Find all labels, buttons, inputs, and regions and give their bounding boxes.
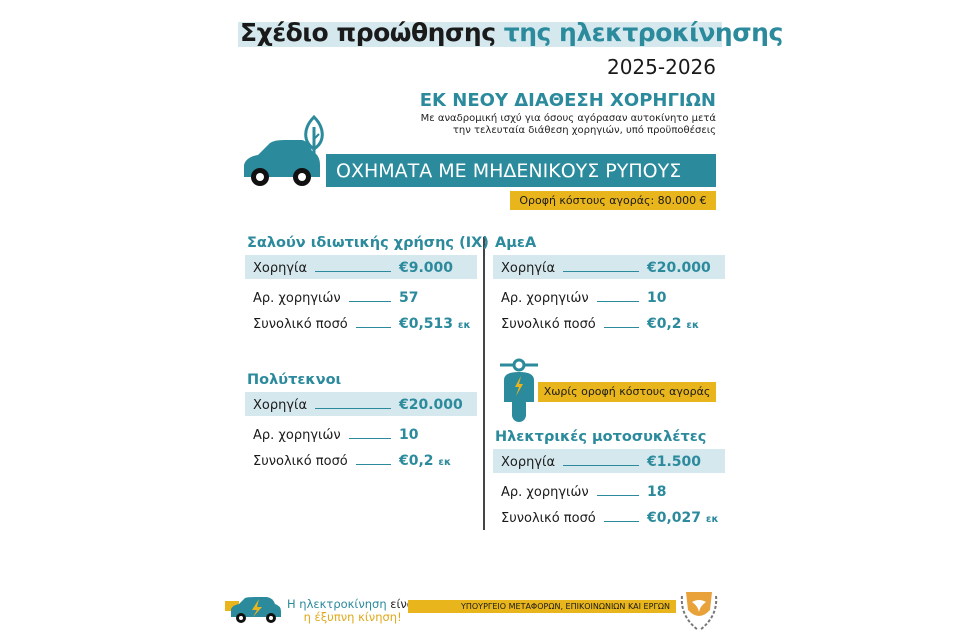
leader-line [603, 521, 639, 522]
row-value: €0,2 εκ [399, 453, 477, 469]
title-highlight [238, 22, 722, 47]
row-value: €0,513 εκ [399, 316, 477, 332]
cyprus-emblem-icon [680, 592, 718, 631]
subtitle-line: την τελευταία διάθεση χορηγιών, υπό προϋ… [452, 125, 716, 136]
leader-line [355, 464, 391, 465]
row-value: €20.000 [647, 260, 711, 276]
leader-line [348, 438, 391, 439]
grant-row: Χορηγία €9.000 [245, 255, 477, 279]
count-row: Αρ. χορηγιών 18 [493, 477, 725, 503]
leader-line [355, 327, 391, 328]
row-label: Χορηγία [253, 261, 308, 276]
row-label: Αρ. χορηγιών [501, 485, 589, 500]
total-row: Συνολικό ποσό €0,2 εκ [245, 446, 477, 472]
no-price-cap-badge: Χωρίς οροφή κόστους αγοράς [538, 382, 716, 402]
group-title: Πολύτεκνοι [247, 372, 342, 388]
slogan-teal: Η ηλεκτροκίνηση [287, 597, 387, 611]
row-label: Συνολικό ποσό [253, 317, 348, 332]
title-black: Σχέδιο προώθησης [240, 18, 496, 47]
leader-line [563, 465, 639, 466]
page-title: Σχέδιο προώθησης της ηλεκτροκίνησης [240, 18, 783, 47]
electric-scooter-icon [500, 358, 538, 422]
zero-emission-banner: ΟΧΗΜΑΤΑ ΜΕ ΜΗΔΕΝΙΚΟΥΣ ΡΥΠΟΥΣ [326, 154, 716, 187]
row-label: Συνολικό ποσό [501, 317, 596, 332]
row-value: €0,027 εκ [647, 510, 725, 526]
row-label: Συνολικό ποσό [501, 511, 596, 526]
ministry-bar: ΥΠΟΥΡΓΕΙΟ ΜΕΤΑΦΟΡΩΝ, ΕΠΙΚΟΙΝΩΝΙΩΝ ΚΑΙ ΕΡ… [408, 600, 676, 613]
years: 2025-2026 [606, 55, 716, 79]
electric-car-logo-icon [225, 597, 281, 623]
leader-line [315, 271, 391, 272]
unit: εκ [457, 320, 471, 331]
subtitle-line: Με αναδρομική ισχύ για όσους αγόρασαν αυ… [420, 113, 716, 124]
row-value: €0,2 εκ [647, 316, 725, 332]
unit: εκ [686, 320, 700, 331]
count-row: Αρ. χορηγιών 10 [493, 283, 725, 309]
group-saloon: Σαλούν ιδιωτικής χρήσης (ΙΧ) Χορηγία €9.0… [245, 235, 489, 335]
group-large-families: Πολύτεκνοι Χορηγία €20.000 Αρ. χορηγιών 10… [245, 372, 477, 472]
total-row: Συνολικό ποσό €0,2 εκ [493, 309, 725, 335]
total-amount: €0,2 [399, 453, 434, 469]
grant-row: Χορηγία €20.000 [493, 255, 725, 279]
grant-row: Χορηγία €20.000 [245, 392, 477, 416]
row-value: 18 [647, 484, 667, 500]
row-value: €1.500 [647, 454, 702, 470]
row-value: 10 [647, 290, 667, 306]
title-teal: της ηλεκτροκίνησης [503, 18, 784, 47]
kicker: ΕΚ ΝΕΟΥ ΔΙΑΘΕΣΗ ΧΟΡΗΓΙΩΝ [419, 90, 716, 111]
group-title: ΑμεΑ [495, 235, 537, 251]
leader-line [603, 327, 639, 328]
row-value: 10 [399, 427, 419, 443]
total-amount: €0,027 [647, 510, 702, 526]
count-row: Αρ. χορηγιών 57 [245, 283, 477, 309]
row-value: €20.000 [399, 397, 463, 413]
leader-line [596, 495, 639, 496]
unit: εκ [438, 457, 452, 468]
count-row: Αρ. χορηγιών 10 [245, 420, 477, 446]
row-value: €9.000 [399, 260, 454, 276]
group-disabled: ΑμεΑ Χορηγία €20.000 Αρ. χορηγιών 10 Συνολ… [493, 235, 725, 335]
slogan-line2: η έξυπνη κίνηση! [303, 610, 402, 624]
leader-line [315, 408, 391, 409]
row-label: Χορηγία [501, 261, 556, 276]
group-title: Ηλεκτρικές μοτοσυκλέτες [495, 429, 707, 445]
row-label: Αρ. χορηγιών [501, 291, 589, 306]
car-with-tree-icon [244, 114, 324, 186]
column-divider [483, 237, 485, 530]
group-motorcycles: Ηλεκτρικές μοτοσυκλέτες Χορηγία €1.500 Αρ… [493, 429, 725, 529]
total-row: Συνολικό ποσό €0,513 εκ [245, 309, 477, 335]
total-amount: €0,2 [647, 316, 682, 332]
row-value: 57 [399, 290, 419, 306]
row-label: Χορηγία [253, 398, 308, 413]
row-label: Αρ. χορηγιών [253, 291, 341, 306]
footer-slogan: Η ηλεκτροκίνηση είναι η έξυπνη κίνηση! [287, 598, 418, 624]
row-label: Χορηγία [501, 455, 556, 470]
leader-line [348, 301, 391, 302]
row-label: Συνολικό ποσό [253, 454, 348, 469]
leader-line [563, 271, 639, 272]
group-title: Σαλούν ιδιωτικής χρήσης (ΙΧ) [247, 235, 489, 251]
grant-row: Χορηγία €1.500 [493, 449, 725, 473]
unit: εκ [705, 514, 719, 525]
price-cap-badge: Οροφή κόστους αγοράς: 80.000 € [510, 191, 716, 210]
subtitle: Με αναδρομική ισχύ για όσους αγόρασαν αυ… [421, 113, 716, 137]
total-row: Συνολικό ποσό €0,027 εκ [493, 503, 725, 529]
row-label: Αρ. χορηγιών [253, 428, 341, 443]
total-amount: €0,513 [399, 316, 454, 332]
leader-line [596, 301, 639, 302]
